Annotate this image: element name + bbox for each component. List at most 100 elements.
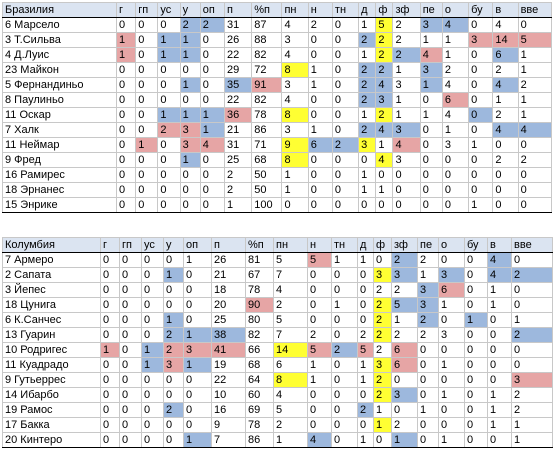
stat-cell: 1	[441, 47, 470, 63]
stat-cell: 4	[375, 77, 394, 93]
stat-cell: 3	[438, 327, 465, 343]
stat-cell: 5	[517, 32, 553, 48]
stat-cell: 3	[438, 267, 465, 283]
stat-cell: 2	[492, 62, 519, 78]
column-header: вве	[517, 2, 553, 18]
stat-cell: 1	[464, 312, 488, 328]
stat-cell: 1	[358, 17, 377, 33]
stat-cell: 2	[179, 17, 201, 33]
stat-cell: 0	[331, 122, 360, 138]
stat-cell: 0	[331, 47, 360, 63]
stat-cell: 0	[307, 267, 332, 283]
stat-cell: 0	[331, 167, 360, 183]
stat-cell: 21	[223, 122, 253, 138]
stat-cell: 71	[251, 137, 283, 153]
stat-cell: 0	[417, 357, 439, 373]
table-row: 18 Эрнанес 0 0 0 0 0 2 50 1 0 0 1 1 0 0 0 0 0 0	[1, 182, 553, 198]
stat-cell: 0	[116, 122, 137, 138]
stat-cell: 0	[100, 357, 120, 373]
stat-cell: 0	[468, 92, 494, 108]
table-row: 11 Оскар 0 0 1 1 1 36 78 8 0 0 1 2 1 1 4 0 2 1	[1, 107, 553, 123]
stat-cell: 2	[373, 372, 392, 388]
stat-cell: 2	[375, 32, 394, 48]
stat-cell: 0	[135, 107, 159, 123]
stat-cell: 0	[307, 402, 332, 418]
colombia-stats-table: Колумбия г гп ус у оп п %п пн н тн д ф зф пе о бу в вве 7 А…	[2, 237, 553, 448]
table-row: 6 Марсело 0 0 0 2 2 31 87 4 2 0 1 5 2 3 4 0 4 0	[1, 17, 553, 33]
stat-cell: 0	[119, 297, 142, 313]
stat-cell: 0	[100, 432, 120, 448]
column-header: гп	[135, 2, 159, 18]
stat-cell: 1	[375, 182, 394, 198]
stat-cell: 6	[438, 282, 465, 298]
stat-cell: 1	[179, 152, 201, 168]
stat-cell: 0	[419, 167, 443, 183]
player-name: 7 Халк	[1, 122, 118, 138]
stat-cell: 1	[441, 122, 470, 138]
stat-cell: 0	[392, 197, 421, 213]
stat-cell: 78	[245, 417, 274, 433]
stat-cell: 1	[373, 402, 392, 418]
stat-cell: 1	[358, 47, 377, 63]
team-name: Бразилия	[1, 2, 118, 18]
stat-cell: 6	[441, 92, 470, 108]
stat-cell: 3	[373, 357, 392, 373]
column-header: г	[116, 2, 137, 18]
stat-cell: 0	[116, 107, 137, 123]
column-header: в	[492, 2, 519, 18]
player-name: 3 Йепес	[2, 282, 101, 298]
stat-cell: 3	[163, 357, 184, 373]
stat-cell: 1	[199, 122, 225, 138]
stat-cell: 1	[419, 32, 443, 48]
stat-cell: 1	[441, 32, 470, 48]
table-row: 8 Паулиньо 0 0 0 0 0 22 82 4 0 0 2 3 1 0 6 0 1 1	[1, 92, 553, 108]
stat-cell: 0	[464, 252, 488, 268]
table-row: 13 Гуарин 0 0 0 2 1 38 82 7 2 0 2 2 2 2 3 0 0 2	[2, 327, 553, 343]
stat-cell: 0	[100, 267, 120, 283]
stat-cell: 5	[375, 17, 394, 33]
stat-cell: 81	[245, 252, 274, 268]
stat-cell: 1	[511, 432, 553, 448]
stat-cell: 10	[211, 387, 246, 403]
stat-cell: 0	[468, 182, 494, 198]
stat-cell: 1	[163, 267, 184, 283]
stat-cell: 14	[273, 342, 308, 358]
table-row: 16 Рамирес 0 0 0 0 0 2 50 1 0 0 1 0 0 0 0 0 0 0	[1, 167, 553, 183]
stat-cell: 1	[135, 137, 159, 153]
stat-cell: 0	[183, 297, 212, 313]
stat-cell: 0	[487, 357, 512, 373]
stat-cell: 1	[417, 402, 439, 418]
stat-cell: 2	[517, 77, 553, 93]
stat-cell: 2	[331, 137, 360, 153]
table-row: 20 Кинтеро 0 0 0 0 1 7 86 1 4 0 1 0 1 0 1 0 0 1	[2, 432, 553, 448]
stat-cell: 5	[273, 312, 308, 328]
stat-cell: 90	[245, 297, 274, 313]
stat-cell: 2	[391, 327, 418, 343]
stat-cell: 41	[211, 342, 246, 358]
stat-cell: 0	[331, 32, 360, 48]
stat-cell: 2	[273, 297, 308, 313]
stat-cell: 0	[199, 47, 225, 63]
stat-cell: 3	[373, 267, 392, 283]
table-row: 5 Фернандиньо 0 0 0 1 0 35 91 3 1 0 2 4 3 1 4 0 4 2	[1, 77, 553, 93]
stat-cell: 4	[492, 77, 519, 93]
stat-cell: 0	[163, 282, 184, 298]
stat-cell: 4	[375, 152, 394, 168]
stat-cell: 4	[392, 137, 421, 153]
stat-cell: 2	[492, 107, 519, 123]
stat-cell: 0	[375, 197, 394, 213]
stat-cell: 4	[492, 17, 519, 33]
stat-cell: 3	[419, 62, 443, 78]
stat-cell: 4	[419, 47, 443, 63]
stat-cell: 1	[517, 107, 553, 123]
stat-cell: 2	[511, 327, 553, 343]
stat-cell: 0	[487, 327, 512, 343]
stat-cell: 2	[392, 17, 421, 33]
stat-cell: 0	[116, 62, 137, 78]
stat-cell: 0	[307, 92, 333, 108]
stat-cell: 0	[331, 432, 358, 448]
stat-cell: 3	[183, 342, 212, 358]
stat-cell: 0	[392, 167, 421, 183]
stat-cell: 0	[391, 402, 418, 418]
stat-cell: 67	[245, 267, 274, 283]
